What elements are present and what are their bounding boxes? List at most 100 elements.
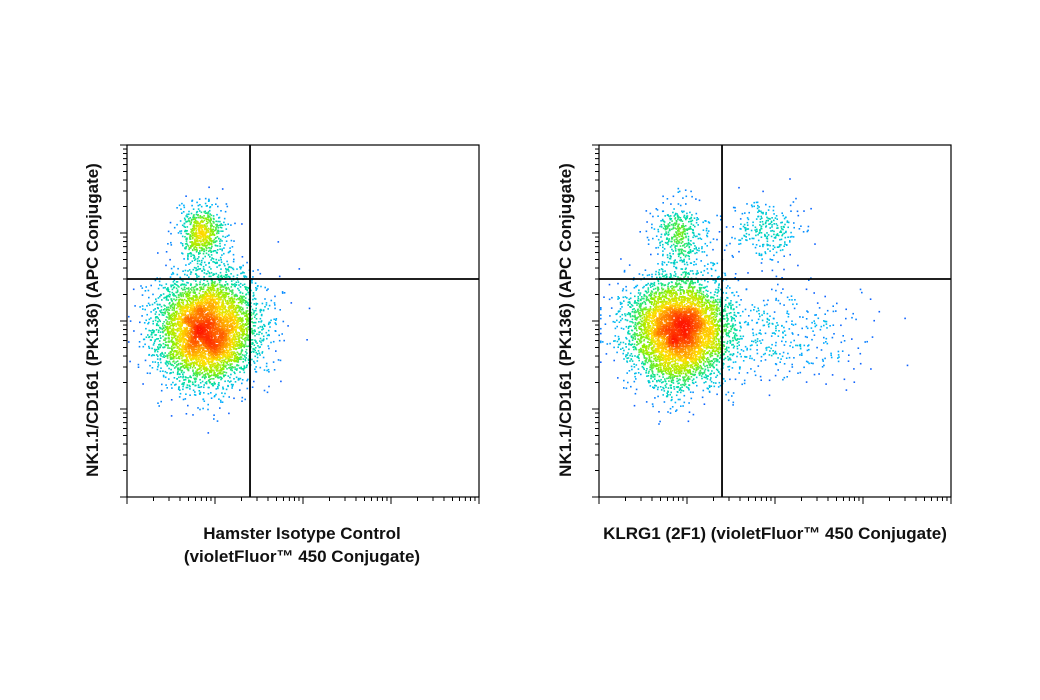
event-point (212, 363, 215, 365)
event-point (172, 323, 175, 325)
event-point (147, 302, 150, 305)
event-point (231, 369, 233, 372)
event-point (216, 338, 219, 340)
event-point (160, 344, 162, 346)
event-point (128, 341, 130, 343)
event-point (235, 304, 238, 307)
event-point (163, 327, 165, 329)
event-point (187, 377, 189, 379)
event-point (218, 382, 220, 384)
event-point (198, 268, 200, 270)
event-point (202, 352, 204, 354)
event-point (222, 322, 224, 324)
event-point (203, 272, 206, 274)
event-point (232, 275, 235, 278)
event-point (213, 418, 215, 420)
event-point (252, 298, 254, 301)
event-point (240, 311, 242, 313)
event-point (211, 353, 213, 355)
event-point (196, 346, 199, 348)
event-point (198, 312, 200, 315)
event-point (212, 322, 215, 324)
event-point (175, 296, 178, 299)
event-point (247, 336, 250, 338)
event-point (254, 325, 256, 327)
event-point (186, 294, 189, 297)
event-point (224, 320, 227, 322)
event-point (239, 325, 241, 328)
event-point (217, 366, 219, 368)
event-point (215, 272, 218, 275)
event-point (204, 382, 207, 384)
event-point (193, 266, 196, 269)
event-point (236, 333, 239, 336)
event-point (214, 335, 216, 337)
event-point (163, 330, 166, 332)
event-point (182, 332, 184, 334)
event-point (219, 342, 221, 344)
event-point (178, 318, 180, 321)
event-point (142, 383, 144, 385)
event-point (244, 333, 247, 336)
event-point (150, 354, 153, 357)
event-point (185, 264, 187, 266)
event-point (187, 404, 189, 407)
event-point (165, 299, 168, 301)
event-point (174, 384, 176, 386)
event-point (198, 338, 201, 340)
event-point (144, 343, 146, 346)
event-point (251, 329, 254, 332)
event-point (250, 311, 253, 314)
event-point (223, 297, 226, 299)
event-point (199, 378, 201, 381)
event-point (170, 267, 173, 270)
event-point (197, 354, 200, 357)
event-point (166, 365, 169, 367)
event-point (186, 316, 189, 318)
event-point (212, 292, 214, 294)
event-point (267, 329, 270, 332)
event-point (156, 354, 158, 356)
event-point (257, 269, 259, 271)
event-point (218, 305, 220, 307)
event-point (198, 343, 200, 345)
event-point (184, 364, 186, 366)
event-point (213, 367, 216, 369)
event-point (195, 280, 197, 282)
event-point (208, 272, 211, 275)
event-point (213, 381, 216, 384)
event-point (241, 256, 244, 258)
event-point (234, 308, 236, 310)
event-point (231, 283, 233, 285)
event-point (259, 366, 262, 369)
event-point (188, 276, 190, 278)
event-point (180, 376, 182, 378)
event-point (159, 320, 161, 323)
event-point (210, 279, 213, 282)
event-point (243, 354, 245, 357)
event-point (192, 268, 195, 271)
event-point (165, 297, 168, 299)
event-point (214, 316, 216, 318)
event-point (160, 294, 163, 297)
event-point (239, 268, 242, 270)
event-point (230, 286, 233, 288)
event-point (194, 380, 197, 383)
event-point (222, 324, 225, 327)
event-point (160, 367, 162, 369)
event-point (189, 288, 192, 290)
event-point (227, 251, 230, 254)
event-point (179, 321, 181, 324)
event-point (176, 273, 179, 276)
event-point (180, 325, 183, 328)
event-point (200, 366, 202, 369)
event-point (224, 358, 227, 360)
event-point (251, 321, 253, 323)
event-point (150, 333, 153, 336)
event-point (221, 286, 223, 288)
event-point (170, 298, 172, 300)
event-point (191, 334, 193, 337)
event-point (241, 330, 243, 332)
event-point (228, 307, 230, 310)
event-point (159, 337, 162, 339)
